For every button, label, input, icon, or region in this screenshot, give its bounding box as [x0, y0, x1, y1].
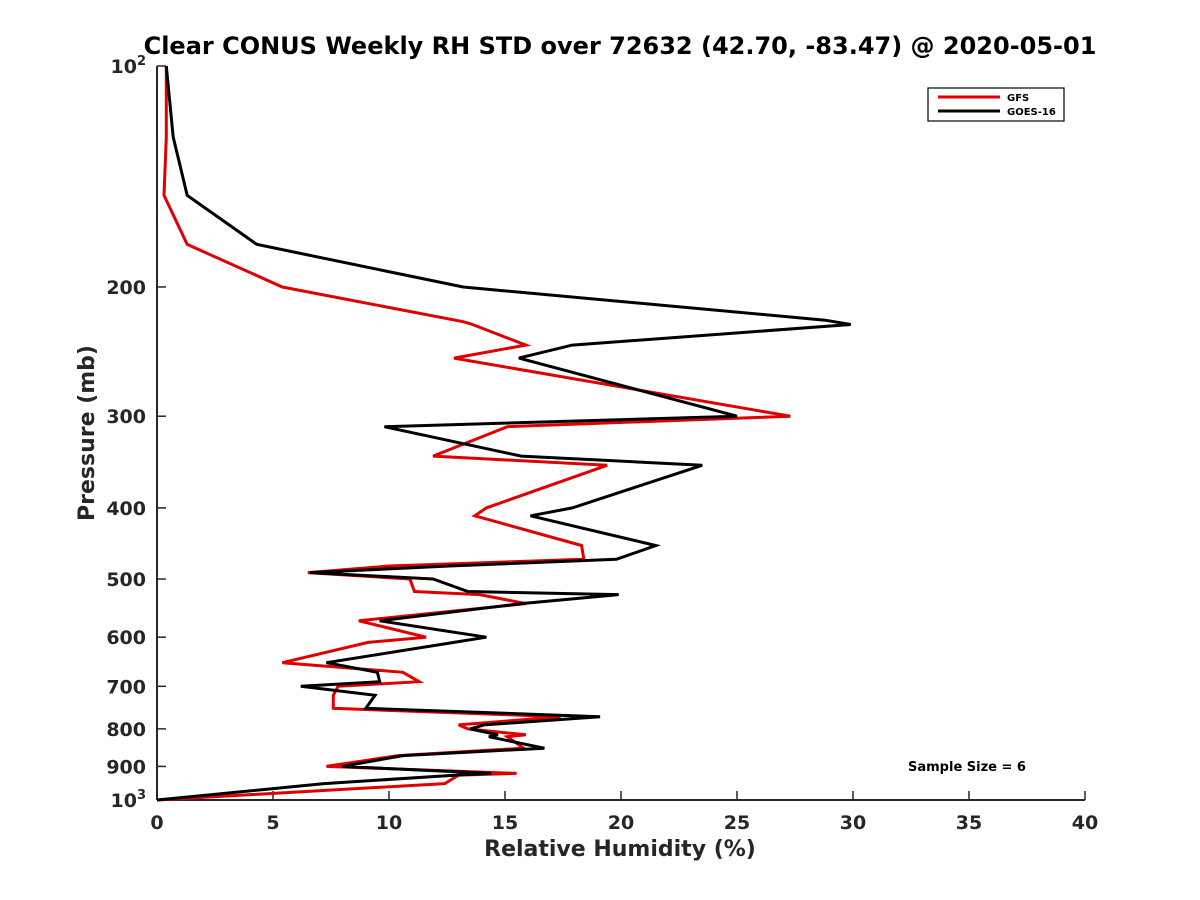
y-tick-label: 500 [106, 569, 146, 591]
legend-label-goes-16: GOES-16 [1007, 107, 1056, 118]
series-layer [156, 65, 851, 802]
sample-size-annotation: Sample Size = 6 [908, 760, 1026, 775]
y-tick-label: 900 [106, 756, 146, 778]
legend-label-gfs: GFS [1007, 93, 1029, 104]
y-tick-label: 102 [111, 54, 147, 78]
y-axis-label: Pressure (mb) [75, 345, 100, 521]
legend: GFS GOES-16 [927, 87, 1065, 122]
x-tick-label: 10 [376, 812, 402, 834]
y-tick-label: 200 [106, 277, 146, 299]
series-line-goes-16 [156, 65, 851, 802]
legend-box [927, 87, 1065, 122]
chart-title: Clear CONUS Weekly RH STD over 72632 (42… [144, 32, 1097, 60]
x-tick-label: 30 [840, 812, 866, 834]
y-tick-label: 800 [106, 719, 146, 741]
y-tick-label: 600 [106, 627, 146, 649]
x-tick-label: 5 [266, 812, 279, 834]
x-tick-label: 20 [608, 812, 634, 834]
x-tick-label: 40 [1072, 812, 1098, 834]
x-axis-label: Relative Humidity (%) [484, 837, 756, 862]
x-tick-label: 15 [492, 812, 518, 834]
x-tick-label: 25 [724, 812, 750, 834]
x-tick-label: 35 [956, 812, 982, 834]
y-tick-label: 103 [111, 788, 147, 812]
x-tick-label: 0 [150, 812, 163, 834]
series-line-gfs [156, 66, 791, 802]
y-tick-label: 400 [106, 498, 146, 520]
y-tick-label: 300 [106, 406, 146, 428]
axes: 0 5 10 15 20 25 30 35 40 102 200 300 400 500 600 700 800… [106, 54, 1098, 834]
y-tick-label: 700 [106, 676, 146, 698]
